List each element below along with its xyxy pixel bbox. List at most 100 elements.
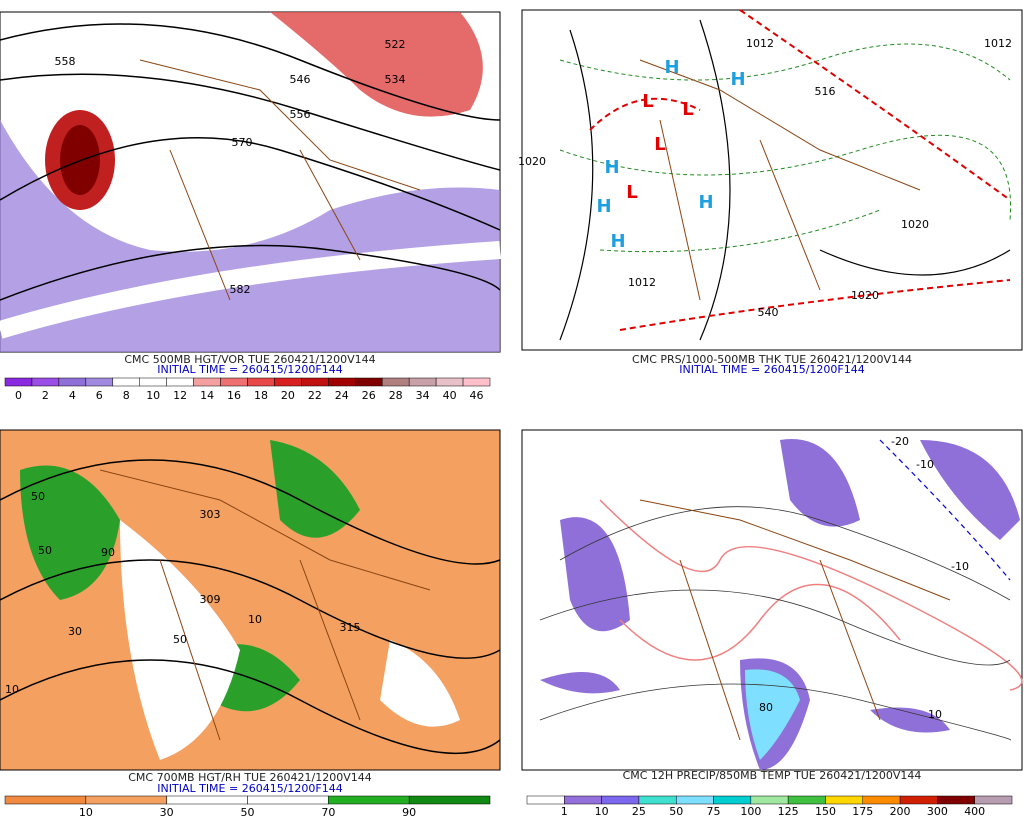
colorbar-label: 46 [470, 389, 484, 402]
contour-label: 10 [248, 613, 262, 626]
colorbar-swatch [328, 795, 410, 805]
contour-label: 1020 [851, 289, 879, 302]
colorbar-label: 12 [173, 389, 187, 402]
map-bottom-right [521, 429, 1023, 771]
colorbar-swatch [247, 377, 275, 387]
colorbar-label: 50 [241, 806, 255, 819]
colorbar-swatch [601, 795, 640, 805]
colorbar-label: 25 [632, 805, 646, 818]
contour-label: 582 [230, 283, 251, 296]
colorbar-label: 40 [443, 389, 457, 402]
colorbar-swatch [435, 377, 464, 387]
panel-title: CMC PRS/1000-500MB THK TUE 260421/1200V1… [632, 353, 912, 366]
colorbar-label: 24 [335, 389, 349, 402]
colorbar-label: 150 [815, 805, 836, 818]
pressure-center: H [664, 57, 679, 78]
colorbar-swatch [713, 795, 752, 805]
map-top-right [521, 9, 1023, 351]
contour-label: 50 [31, 490, 45, 503]
contour-label: 10 [5, 683, 19, 696]
colorbar-swatch [787, 795, 826, 805]
contour-label: 10 [928, 708, 942, 721]
contour-label: 558 [55, 55, 76, 68]
colorbar-label: 125 [778, 805, 799, 818]
colorbar-label: 10 [595, 805, 609, 818]
colorbar-label: 28 [389, 389, 403, 402]
pressure-center: H [730, 69, 745, 90]
colorbar-swatch [58, 377, 87, 387]
colorbar-label: 70 [321, 806, 335, 819]
colorbar-swatch [166, 377, 194, 387]
contour-label: -10 [916, 458, 934, 471]
contour-label: 309 [200, 593, 221, 606]
contour-label: 303 [200, 508, 221, 521]
initial-time: INITIAL TIME = 260415/1200F144 [157, 363, 342, 376]
colorbar-label: 2 [42, 389, 49, 402]
colorbar-label: 0 [15, 389, 22, 402]
colorbar-swatch [328, 377, 356, 387]
colorbar-swatch [112, 377, 140, 387]
map-top-left [0, 11, 501, 353]
panel-title: CMC 12H PRECIP/850MB TEMP TUE 260421/120… [623, 769, 922, 782]
panel-title: CMC 500MB HGT/VOR TUE 260421/1200V144 [124, 353, 375, 366]
contour-label: 50 [38, 544, 52, 557]
colorbar-label: 18 [254, 389, 268, 402]
colorbar-label: 10 [146, 389, 160, 402]
colorbar-swatch [247, 795, 329, 805]
pressure-center: L [642, 91, 653, 112]
colorbar-swatch [825, 795, 864, 805]
contour-label: 1020 [901, 218, 929, 231]
initial-time: INITIAL TIME = 260415/1200F144 [157, 782, 342, 795]
map-bottom-left [0, 429, 501, 771]
colorbar-swatch [193, 377, 221, 387]
contour-label: 315 [340, 621, 361, 634]
colorbar-swatch [381, 377, 410, 387]
colorbar-swatch [355, 377, 383, 387]
colorbar-swatch [638, 795, 677, 805]
pressure-center: H [596, 196, 611, 217]
pressure-center: H [604, 157, 619, 178]
colorbar-label: 175 [852, 805, 873, 818]
colorbar-swatch [4, 377, 33, 387]
contour-label: 1012 [628, 276, 656, 289]
colorbar-swatch [85, 377, 114, 387]
colorbar-label: 16 [227, 389, 241, 402]
colorbar-swatch [526, 795, 565, 805]
colorbar-label: 300 [927, 805, 948, 818]
contour-label: 522 [385, 38, 406, 51]
colorbar-swatch [462, 377, 491, 387]
colorbar-swatch [301, 377, 329, 387]
colorbar-swatch [274, 377, 302, 387]
contour-label: 1020 [518, 155, 546, 168]
colorbar-swatch [4, 795, 87, 805]
colorbar-label: 14 [200, 389, 214, 402]
contour-label: 546 [290, 73, 311, 86]
contour-label: -20 [891, 435, 909, 448]
panel-title: CMC 700MB HGT/RH TUE 260421/1200V144 [128, 771, 372, 784]
colorbar-swatch [750, 795, 789, 805]
contour-label: 30 [68, 625, 82, 638]
colorbar-swatch [408, 377, 437, 387]
contour-label: 50 [173, 633, 187, 646]
colorbar-label: 200 [890, 805, 911, 818]
contour-label: 534 [385, 73, 406, 86]
colorbar-label: 20 [281, 389, 295, 402]
contour-label: 540 [758, 306, 779, 319]
contour-label: 570 [232, 136, 253, 149]
contour-label: 516 [815, 85, 836, 98]
colorbar-label: 1 [561, 805, 568, 818]
pressure-center: H [610, 231, 625, 252]
colorbar-label: 10 [79, 806, 93, 819]
colorbar-label: 8 [123, 389, 130, 402]
colorbar-swatch [85, 795, 167, 805]
colorbar-label: 75 [707, 805, 721, 818]
colorbar-swatch [166, 795, 248, 805]
colorbar-swatch [408, 795, 491, 805]
colorbar-label: 30 [160, 806, 174, 819]
colorbar-label: 400 [964, 805, 985, 818]
colorbar-swatch [220, 377, 248, 387]
colorbar-swatch [974, 795, 1013, 805]
colorbar-label: 22 [308, 389, 322, 402]
colorbar-label: 100 [740, 805, 761, 818]
contour-label: 80 [759, 701, 773, 714]
